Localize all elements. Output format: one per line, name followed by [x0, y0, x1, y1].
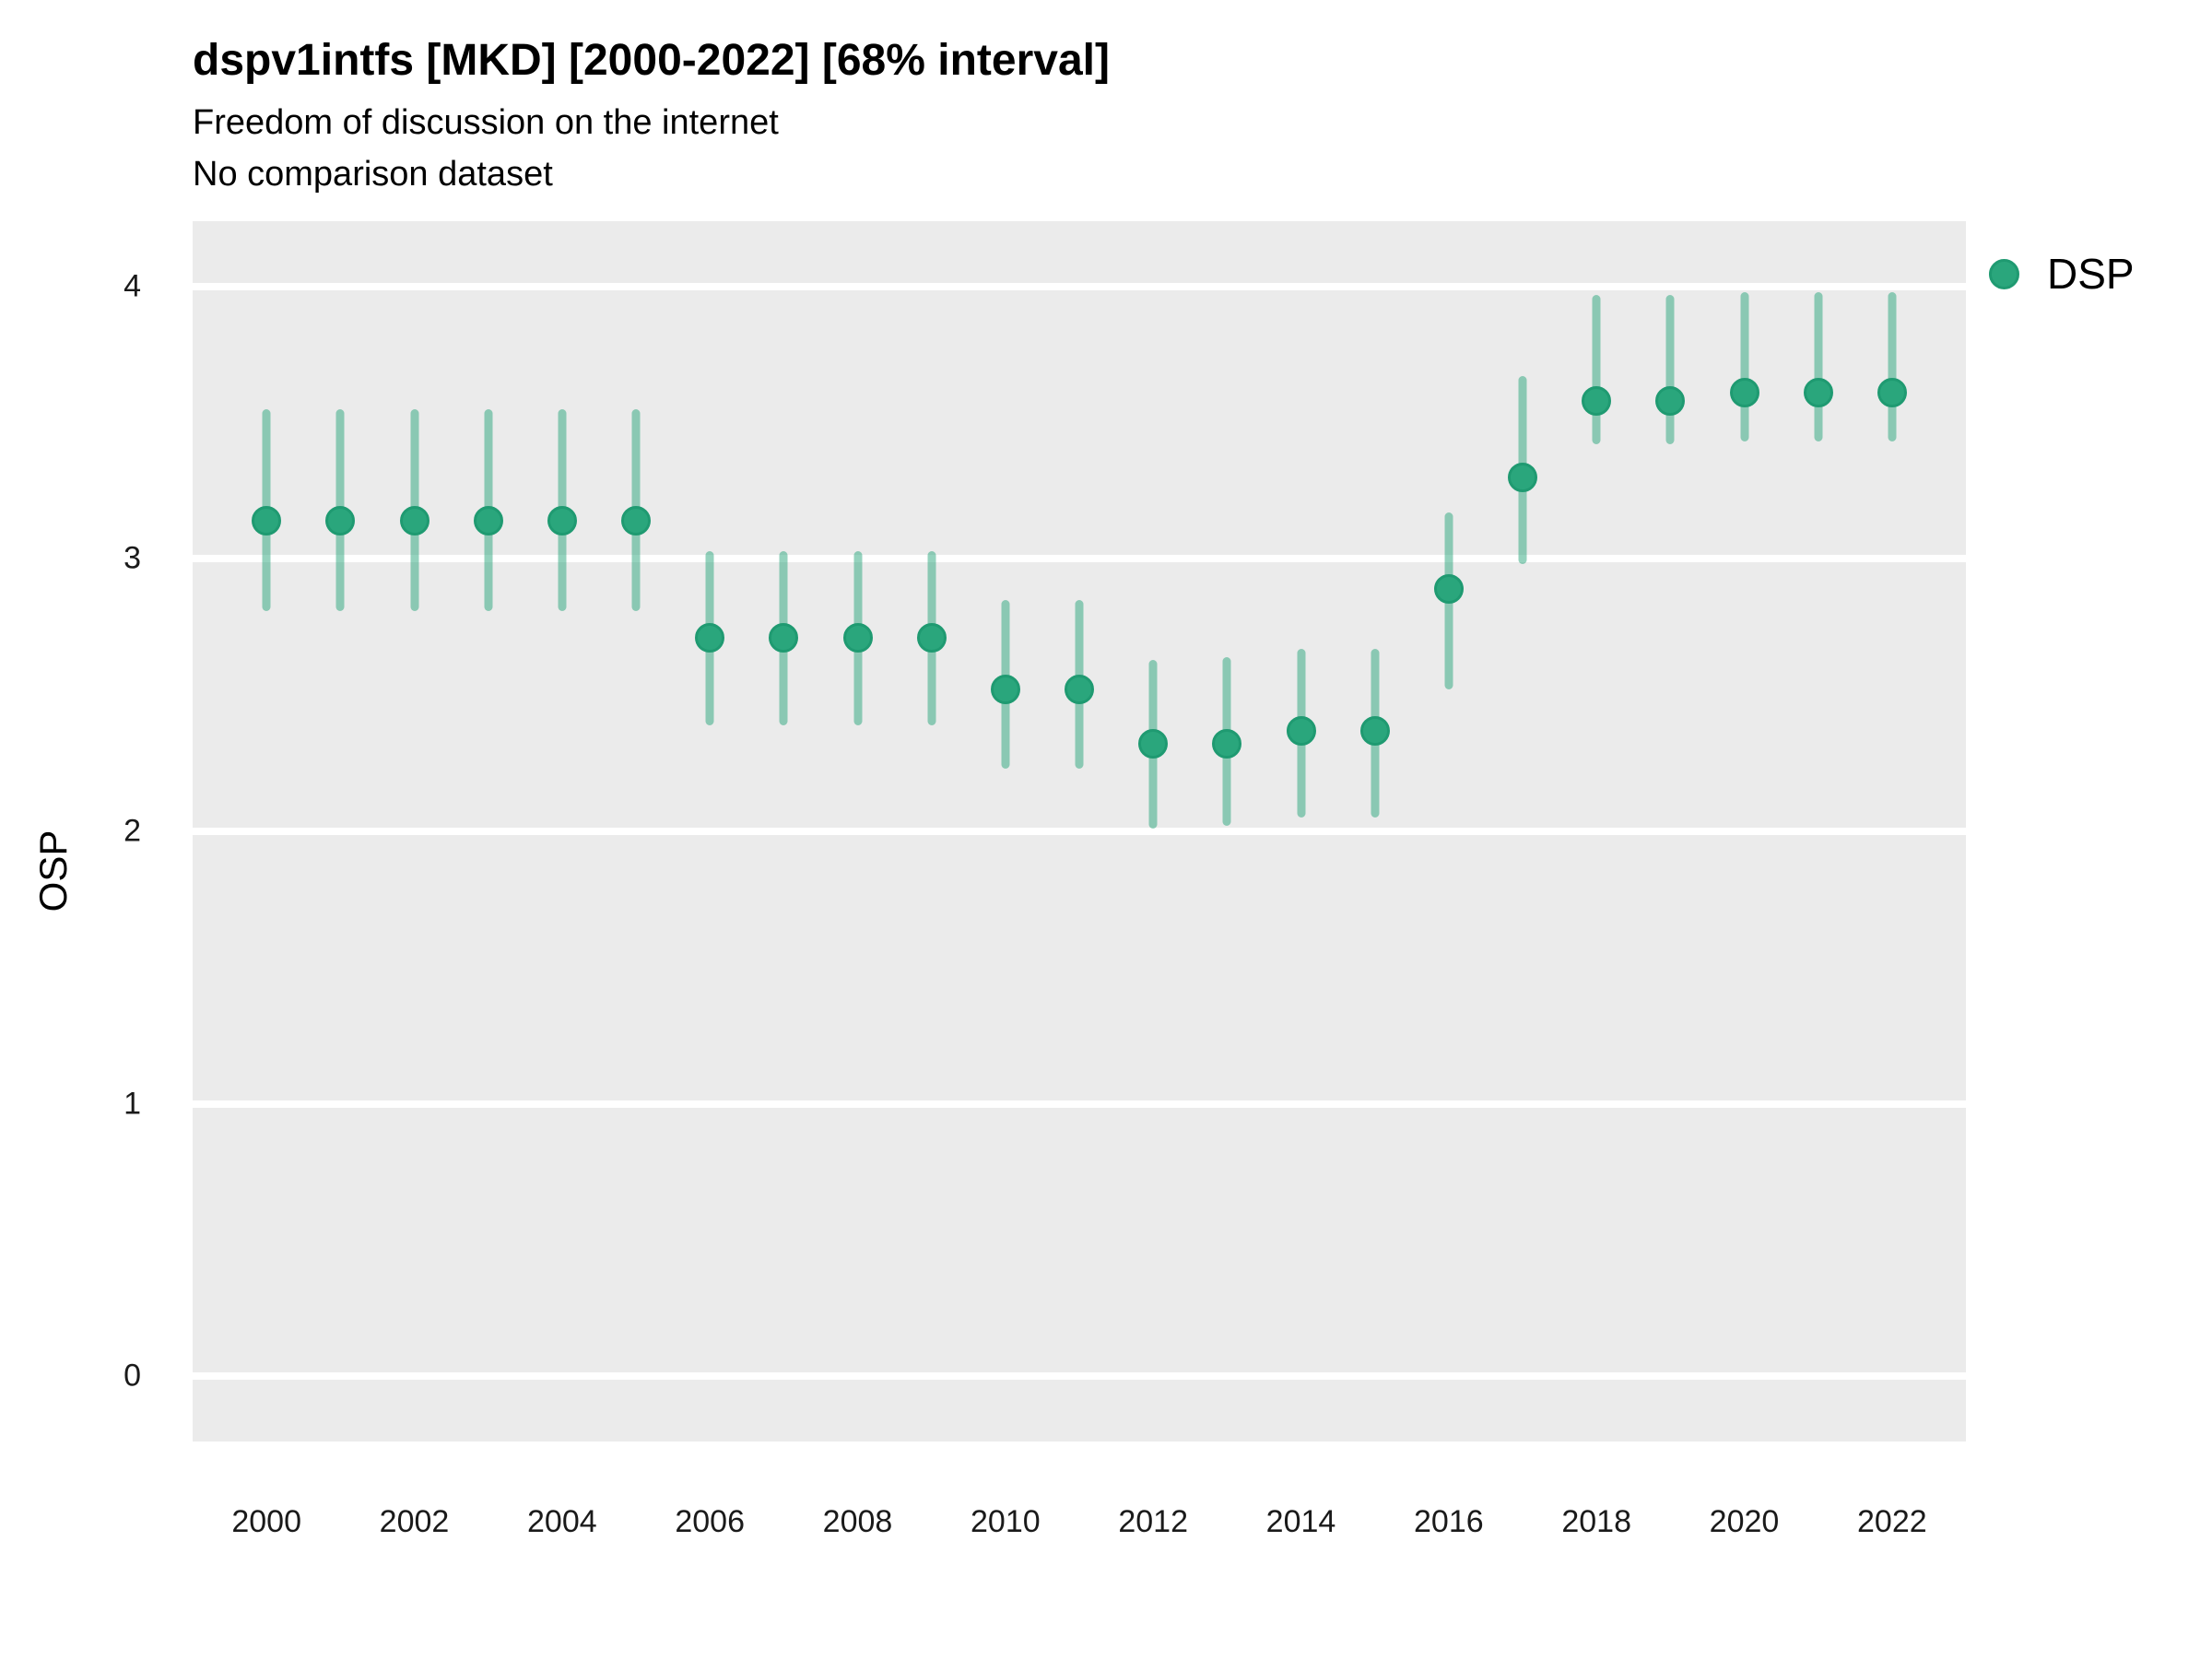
x-tick-label-2022: 2022: [1857, 1504, 1927, 1539]
x-axis-tick-labels: 2000 2002 2004 2006 2008 2010 2012 2014 2016 2018…: [193, 1504, 1966, 1550]
chart-title: dspv1intfs [MKD] [2000-2022] [68% interv…: [193, 36, 1110, 85]
interval-bar-2018: [1592, 294, 1601, 445]
data-point-2010: [990, 675, 1020, 705]
data-point-2019: [1655, 386, 1686, 417]
chart-subtitle: Freedom of discussion on the internet: [193, 103, 779, 142]
y-tick-label-1: 1: [124, 1086, 141, 1122]
data-point-2012: [1138, 729, 1169, 759]
x-tick-label-2014: 2014: [1265, 1504, 1336, 1539]
gridline-y-2: [193, 828, 1966, 835]
interval-bar-2021: [1814, 291, 1823, 442]
x-tick-label-2016: 2016: [1414, 1504, 1484, 1539]
data-point-2007: [769, 623, 799, 653]
data-point-2001: [325, 506, 356, 536]
data-point-2002: [399, 506, 429, 536]
data-point-2017: [1508, 462, 1537, 492]
x-tick-label-2012: 2012: [1118, 1504, 1188, 1539]
x-tick-label-2008: 2008: [822, 1504, 893, 1539]
data-point-2021: [1803, 378, 1833, 408]
comparison-note: No comparison dataset: [193, 155, 553, 194]
interval-bar-2020: [1740, 291, 1748, 442]
x-tick-label-2002: 2002: [379, 1504, 450, 1539]
data-point-2005: [621, 506, 651, 536]
data-point-2009: [916, 623, 947, 653]
data-point-2020: [1729, 378, 1759, 408]
data-point-2022: [1877, 378, 1907, 408]
x-tick-label-2020: 2020: [1709, 1504, 1780, 1539]
gridline-y-3: [193, 555, 1966, 563]
x-tick-label-2000: 2000: [231, 1504, 301, 1539]
y-axis-tick-labels: 0 1 2 3 4: [0, 221, 193, 1441]
data-point-2003: [473, 506, 503, 536]
data-point-2015: [1359, 715, 1390, 746]
legend-point-icon: [1989, 258, 2019, 289]
data-point-2006: [695, 623, 725, 653]
y-tick-label-0: 0: [124, 1358, 141, 1394]
legend: DSP: [1989, 249, 2135, 299]
data-point-2000: [252, 506, 282, 536]
gridline-y-1: [193, 1100, 1966, 1108]
data-point-2011: [1065, 675, 1094, 705]
interval-bar-2019: [1665, 294, 1675, 445]
y-tick-label-4: 4: [124, 268, 141, 304]
y-tick-label-3: 3: [124, 540, 141, 576]
data-point-2014: [1286, 715, 1316, 746]
x-tick-label-2004: 2004: [527, 1504, 597, 1539]
data-point-2018: [1582, 386, 1612, 417]
gridline-y-4: [193, 282, 1966, 290]
data-point-2004: [547, 506, 577, 536]
interval-bar-2022: [1888, 291, 1897, 442]
data-point-2013: [1212, 729, 1242, 759]
data-point-2008: [842, 623, 873, 653]
legend-label: DSP: [2047, 250, 2135, 298]
plot-panel: [193, 221, 1966, 1441]
x-tick-label-2006: 2006: [675, 1504, 745, 1539]
x-tick-label-2018: 2018: [1561, 1504, 1631, 1539]
gridline-y-0: [193, 1372, 1966, 1381]
x-tick-label-2010: 2010: [971, 1504, 1041, 1539]
y-tick-label-2: 2: [124, 813, 141, 849]
data-point-2016: [1433, 573, 1464, 604]
